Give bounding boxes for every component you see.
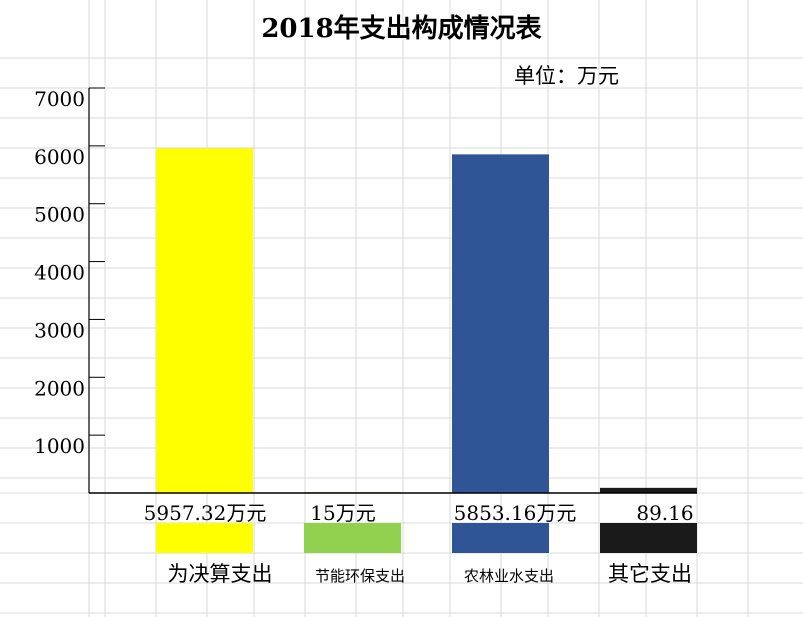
unit-label: 单位：万元: [514, 64, 619, 88]
bar: [156, 148, 253, 494]
category-label: 农林业水支出: [464, 567, 554, 585]
data-label: 89.16: [636, 501, 693, 525]
category-label: 为决算支出: [168, 562, 273, 586]
y-tick-label: 4000: [34, 261, 85, 285]
data-label: 5957.32万元: [144, 501, 267, 525]
data-label: 5853.16万元: [454, 501, 577, 525]
y-tick-label: 2000: [34, 376, 85, 400]
chart-title: 2018年支出构成情况表: [261, 14, 542, 44]
y-tick-label: 6000: [34, 145, 85, 169]
bar-color-swatch: [156, 523, 253, 553]
bar: [600, 487, 697, 493]
bar-color-swatch: [452, 523, 549, 553]
category-label: 其它支出: [608, 562, 692, 586]
y-tick-label: 5000: [34, 203, 85, 227]
bar: [452, 154, 549, 493]
bar-color-swatch: [304, 523, 401, 553]
category-label: 节能环保支出: [315, 567, 405, 585]
y-tick-label: 3000: [34, 318, 85, 342]
bar-color-swatch: [600, 523, 697, 553]
y-tick-label: 1000: [34, 434, 85, 458]
data-label: 15万元: [310, 501, 375, 525]
y-tick-label: 7000: [34, 87, 85, 111]
